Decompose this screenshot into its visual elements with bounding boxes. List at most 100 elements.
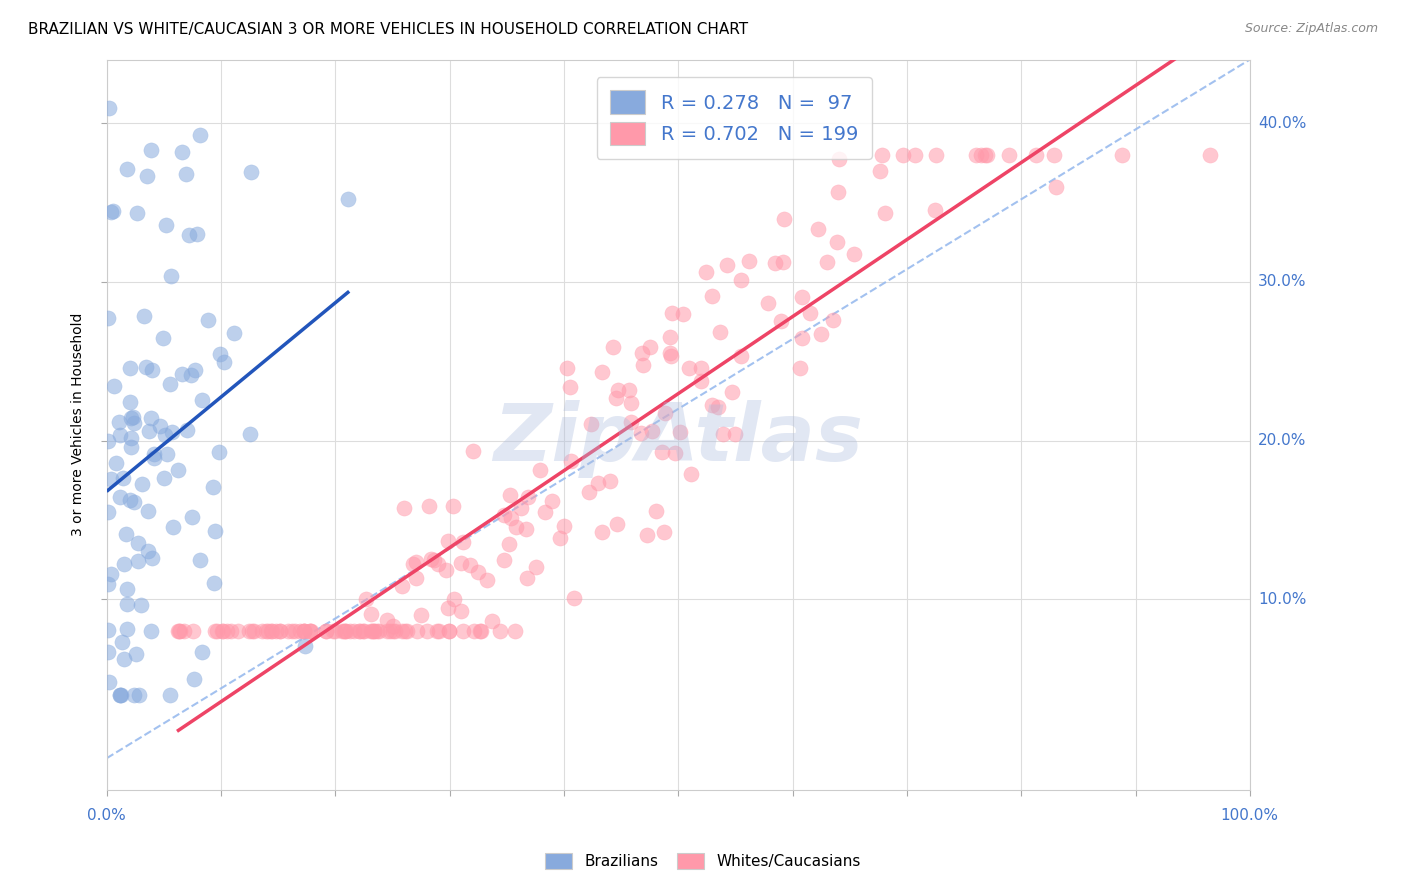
Point: [468, 624, 491, 639]
Point: [463, 624, 485, 639]
Point: [167, 624, 190, 639]
Point: [630, 425, 652, 440]
Point: [103, 379, 125, 393]
Point: [212, 624, 235, 639]
Point: [120, 410, 142, 425]
Point: [110, 688, 132, 702]
Point: [294, 639, 316, 653]
Point: [160, 269, 183, 284]
Point: [180, 510, 202, 524]
Point: [516, 571, 538, 585]
Point: [122, 417, 145, 431]
Point: [503, 624, 526, 639]
Point: [499, 511, 522, 525]
Point: [494, 552, 516, 566]
Point: [381, 624, 404, 639]
Point: [401, 557, 423, 571]
Point: [124, 495, 146, 509]
Point: [197, 313, 219, 327]
Point: [423, 553, 446, 567]
Point: [416, 624, 439, 639]
Point: [257, 624, 280, 639]
Point: [815, 255, 838, 269]
Point: [347, 624, 370, 639]
Point: [124, 688, 146, 702]
Point: [463, 444, 485, 458]
Point: [664, 446, 686, 460]
Point: [354, 592, 377, 607]
Point: [409, 608, 432, 623]
Point: [560, 454, 582, 468]
Point: [709, 325, 731, 339]
Point: [349, 624, 371, 639]
Point: [100, 472, 122, 486]
Point: [139, 144, 162, 158]
Point: [721, 384, 744, 399]
Text: 40.0%: 40.0%: [1258, 116, 1306, 130]
Point: [828, 152, 851, 166]
Point: [135, 359, 157, 374]
Point: [492, 508, 515, 522]
Point: [450, 557, 472, 571]
Point: [292, 624, 315, 639]
Point: [284, 624, 307, 639]
Point: [562, 591, 585, 605]
Point: [333, 624, 356, 639]
Point: [434, 563, 457, 577]
Point: [973, 148, 995, 162]
Point: [659, 346, 682, 360]
Point: [177, 227, 200, 242]
Point: [716, 258, 738, 272]
Point: [499, 487, 522, 501]
Point: [436, 600, 458, 615]
Point: [360, 607, 382, 621]
Point: [127, 554, 149, 568]
Point: [208, 444, 231, 458]
Point: [260, 624, 283, 639]
Point: [690, 360, 713, 375]
Point: [578, 485, 600, 500]
Point: [120, 360, 142, 375]
Point: [599, 474, 621, 488]
Point: [658, 330, 681, 344]
Point: [363, 624, 385, 639]
Point: [636, 527, 658, 541]
Point: [553, 518, 575, 533]
Point: [1043, 148, 1066, 162]
Point: [108, 428, 131, 442]
Point: [391, 579, 413, 593]
Point: [142, 447, 165, 461]
Point: [138, 424, 160, 438]
Point: [159, 377, 181, 392]
Text: 10.0%: 10.0%: [1258, 592, 1306, 607]
Point: [183, 672, 205, 686]
Point: [391, 624, 413, 639]
Point: [254, 624, 277, 639]
Point: [1111, 148, 1133, 162]
Point: [112, 652, 135, 666]
Point: [299, 624, 322, 639]
Point: [167, 463, 190, 477]
Point: [678, 360, 700, 375]
Point: [205, 624, 228, 639]
Point: [330, 624, 353, 639]
Point: [375, 624, 398, 639]
Point: [730, 349, 752, 363]
Point: [555, 360, 578, 375]
Point: [405, 571, 427, 585]
Point: [730, 273, 752, 287]
Point: [128, 688, 150, 702]
Text: 100.0%: 100.0%: [1220, 808, 1279, 823]
Point: [156, 447, 179, 461]
Point: [325, 624, 347, 639]
Point: [129, 599, 152, 613]
Point: [773, 211, 796, 226]
Point: [738, 253, 761, 268]
Point: [361, 624, 384, 639]
Point: [711, 427, 734, 442]
Point: [394, 624, 416, 639]
Point: [602, 340, 624, 354]
Point: [240, 624, 263, 639]
Point: [127, 206, 149, 220]
Point: [965, 148, 987, 162]
